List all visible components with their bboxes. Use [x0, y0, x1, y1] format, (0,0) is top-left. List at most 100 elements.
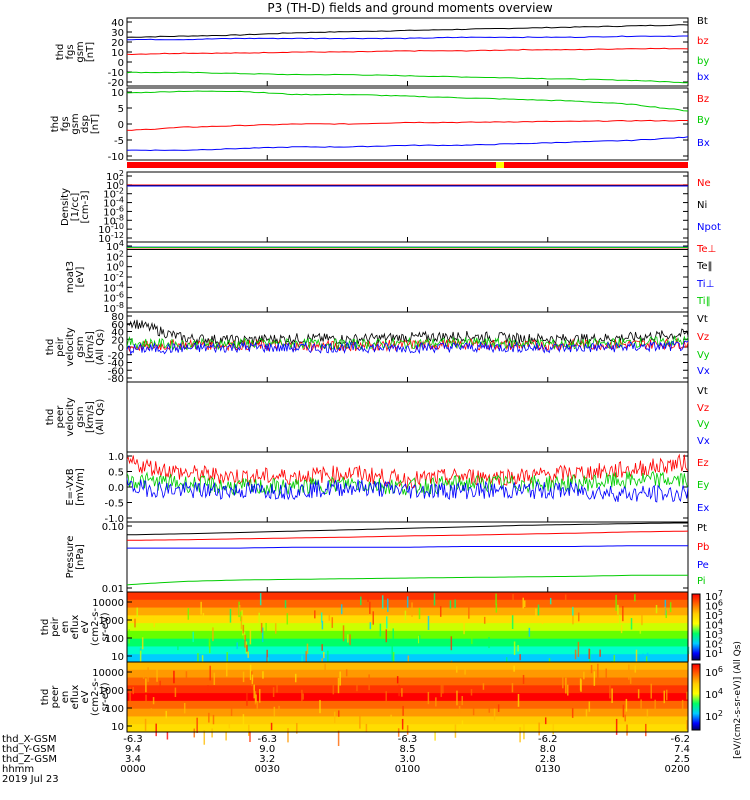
- spectrogram-texture: [142, 670, 145, 679]
- ephemeris-bar-marker: [496, 162, 504, 168]
- spectrogram-texture: [646, 652, 649, 668]
- spectrogram-texture: [209, 665, 211, 681]
- plot-title: P3 (TH-D) fields and ground moments over…: [267, 1, 553, 15]
- footer-row-label: thd_X-GSM: [2, 734, 57, 745]
- spectrogram-texture: [461, 720, 464, 728]
- spectrogram-band: [127, 623, 688, 632]
- legend-vx: Vx: [697, 436, 710, 447]
- series-line-bt: [126, 24, 689, 38]
- spectrogram-texture: [434, 725, 436, 741]
- panel-ytick-label: 10: [111, 88, 124, 99]
- spectrogram-texture: [296, 722, 298, 734]
- panel-ytick-label: -10: [108, 152, 124, 163]
- spectrogram-texture: [367, 594, 369, 602]
- footer-value: -6.3: [398, 734, 418, 745]
- footer-row-label: thd_Z-GSM: [2, 754, 57, 765]
- panel-ylabel: thdfgsgsm[nT]: [55, 41, 96, 62]
- spectrogram-texture: [597, 663, 599, 680]
- spectrogram-band: [127, 708, 688, 717]
- spectrogram-texture: [331, 617, 334, 628]
- spectrogram-2: [126, 661, 689, 747]
- spectrogram-texture: [347, 634, 349, 643]
- spectrogram-texture: [523, 600, 526, 608]
- footer-value: -6.2: [670, 734, 690, 745]
- footer-value: 7.4: [674, 744, 690, 755]
- legend-npot: Npot: [697, 222, 721, 233]
- spectrogram-texture: [349, 634, 351, 646]
- spectrogram-texture: [258, 689, 261, 703]
- footer-value: 8.0: [540, 744, 556, 755]
- spectrogram-texture: [139, 650, 142, 667]
- spectrogram-texture: [549, 597, 552, 605]
- spectrogram-texture: [398, 684, 400, 697]
- spectrogram-texture: [401, 688, 403, 697]
- spectrogram-texture: [565, 677, 567, 694]
- panel-ytick-label: -5: [114, 136, 124, 147]
- spectrogram-texture: [456, 690, 458, 706]
- spectrogram-ylabel: thdpeirenefluxeV(cm2-s-sr-eV): [40, 608, 111, 646]
- panel-frame: [126, 171, 689, 243]
- spectrogram-texture: [622, 704, 625, 718]
- spectrogram-texture: [454, 724, 457, 738]
- spectrogram-frame: [126, 661, 689, 733]
- spectrogram-ytick-label: 10000: [92, 598, 124, 609]
- panel-ytick-label: -1.0: [104, 514, 124, 525]
- spectrogram-ytick-label: 10: [111, 722, 124, 733]
- spectrogram-texture: [585, 709, 588, 725]
- spectrogram-texture: [635, 649, 638, 663]
- spectrogram-texture: [418, 635, 421, 644]
- spectrogram-texture: [404, 610, 407, 621]
- footer-row-label: thd_Y-GSM: [2, 744, 55, 755]
- panel-ylabel: E=-VxB[mV/m]: [65, 468, 86, 506]
- spectrogram-texture: [193, 728, 196, 738]
- spectrogram-texture: [622, 606, 624, 622]
- spectrogram-texture: [402, 705, 404, 716]
- spectrogram-texture: [159, 680, 161, 690]
- panel-ytick-label: 40: [111, 18, 124, 29]
- series-line-pe: [127, 545, 688, 549]
- footer-value: -6.3: [257, 734, 277, 745]
- spectrogram-texture: [629, 674, 632, 684]
- spectrogram-texture: [609, 685, 611, 699]
- spectrogram-texture: [406, 725, 409, 735]
- spectrogram-texture: [249, 629, 252, 645]
- spectrogram-texture: [242, 714, 245, 728]
- panel-ytick-label: 10-2: [103, 187, 124, 201]
- spectrogram-texture: [319, 699, 321, 714]
- spectrogram-texture: [153, 616, 155, 628]
- spectrogram-texture: [442, 682, 444, 694]
- footer-row-label: hhmm: [2, 764, 34, 775]
- footer-value: 2.8: [540, 754, 556, 765]
- spectrogram-texture: [267, 657, 269, 665]
- spectrogram-texture: [449, 600, 452, 609]
- footer-value: 0200: [665, 764, 690, 775]
- spectrogram-texture: [141, 637, 144, 650]
- spectrogram-texture: [381, 595, 384, 609]
- spectrogram-texture: [495, 593, 497, 605]
- footer-value: 3.2: [259, 754, 275, 765]
- spectrogram-texture: [646, 709, 649, 718]
- spectrogram-band: [127, 716, 688, 725]
- colorbar-tick-label: 102: [705, 637, 723, 651]
- spectrogram-texture: [463, 621, 465, 635]
- spectrogram-texture: [249, 731, 251, 742]
- spectrogram-texture: [340, 604, 343, 615]
- panel-ylabel: Density[1/cc][cm-3]: [60, 188, 91, 226]
- panel-ytick-label: 104: [106, 239, 124, 253]
- footer-value: 0030: [255, 764, 280, 775]
- spectrogram-texture: [230, 702, 233, 716]
- spectrogram-texture: [323, 651, 325, 659]
- spectrogram-texture: [517, 693, 520, 707]
- spectrogram-texture: [314, 610, 316, 619]
- spectrogram-texture: [617, 604, 619, 615]
- spectrogram-texture: [369, 601, 371, 614]
- legend-vy: Vy: [697, 350, 710, 361]
- spectrogram-texture: [338, 710, 340, 717]
- spectrogram-texture: [359, 714, 361, 729]
- spectrogram-texture: [626, 716, 628, 725]
- spectrogram-texture: [544, 717, 547, 725]
- spectrogram-texture: [301, 689, 303, 706]
- spectrogram-texture: [624, 714, 626, 722]
- spectrogram-texture: [202, 612, 205, 621]
